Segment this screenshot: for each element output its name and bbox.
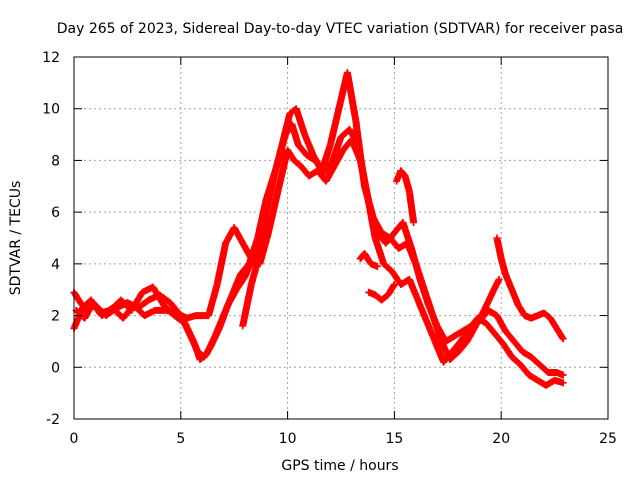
- series-track-2: [70, 120, 567, 389]
- x-tick-label: 0: [70, 431, 79, 447]
- x-axis-label: GPS time / hours: [281, 458, 398, 474]
- y-tick-label: 0: [51, 360, 60, 376]
- y-tick-label: 12: [42, 50, 60, 66]
- marker-trail: [239, 215, 272, 328]
- series-track-7: [393, 167, 418, 226]
- marker-trail: [71, 122, 566, 389]
- x-tick-label: 10: [279, 431, 297, 447]
- series-track-1: [70, 69, 503, 364]
- marker-trail: [73, 137, 566, 378]
- marker-trail: [393, 168, 417, 225]
- y-tick-label: 4: [51, 257, 60, 273]
- series-track-6: [365, 281, 398, 304]
- x-tick-label: 25: [599, 431, 617, 447]
- x-tick-label: 5: [176, 431, 185, 447]
- series-track-4: [239, 213, 272, 330]
- marker-trail: [366, 282, 398, 303]
- x-tick-label: 15: [385, 431, 403, 447]
- x-axis: 0 5 10 15 20 25: [70, 57, 617, 447]
- x-tick-label: 20: [492, 431, 510, 447]
- y-axis: -2 0 2 4 6 8 10 12: [42, 50, 608, 428]
- data-layer: [70, 69, 567, 389]
- y-tick-label: 2: [51, 309, 60, 325]
- y-tick-label: 6: [51, 205, 60, 221]
- plot-frame: [73, 56, 609, 420]
- series-track-5: [356, 250, 381, 270]
- marker-trail: [357, 251, 380, 270]
- chart-title: Day 265 of 2023, Sidereal Day-to-day VTE…: [57, 21, 624, 37]
- marker-trail: [493, 236, 566, 342]
- y-axis-label: SDTVAR / TECUs: [8, 181, 24, 296]
- series-track-8: [493, 234, 567, 343]
- y-tick-label: 10: [42, 102, 60, 118]
- y-tick-label: -2: [46, 412, 60, 428]
- series-track-3: [72, 136, 567, 379]
- y-tick-label: 8: [51, 153, 60, 169]
